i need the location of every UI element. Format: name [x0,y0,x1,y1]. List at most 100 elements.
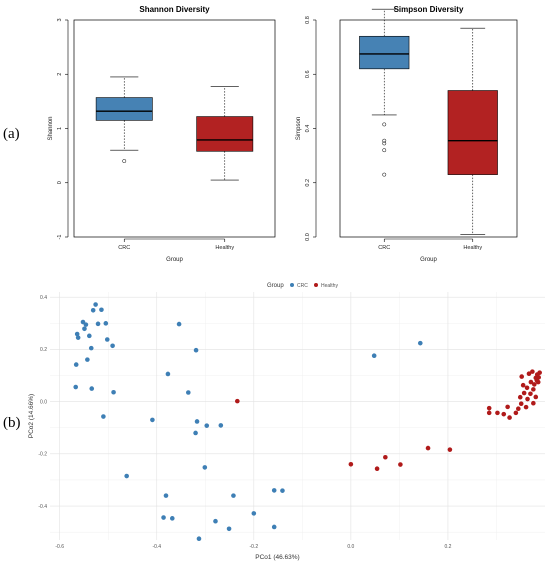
point-crc [196,536,202,541]
simpson-boxplot: Simpson Diversity 0.0 0.2 0.4 0.6 0.8 Simpson C… [296,5,518,263]
point-healthy [528,379,534,385]
point-crc [99,307,104,313]
point-crc [271,488,277,493]
point-crc [193,430,198,436]
x-tick-label: -0.2 [250,544,259,550]
y-tick-label: 0.0 [40,399,47,405]
legend-marker-healthy [314,283,318,287]
y-tick-label: -0.4 [38,504,47,510]
y-tick-label: 1 [57,127,63,130]
point-crc [169,516,175,521]
point-healthy [519,374,525,379]
x-axis-label: PCo1 (46.63%) [255,554,299,561]
legend: Group CRC Healthy [267,283,338,289]
point-healthy [501,411,507,417]
x-tick-label: -0.4 [152,544,161,550]
x-tick-label: CRC [378,245,390,251]
x-tick-label: 0.0 [347,544,354,550]
x-tick-label: -0.6 [55,544,64,550]
point-crc [124,473,129,479]
point-healthy [534,377,540,383]
point-healthy [495,410,500,416]
point-healthy [517,394,523,400]
point-crc [218,423,224,428]
box-crc [359,35,410,70]
outlier-point [382,148,387,153]
y-axis-label: Shannon [48,116,54,140]
point-crc [82,326,87,332]
x-axis-label: Group [166,257,183,263]
plot-background [50,292,545,540]
outlier-point [382,138,387,143]
point-crc [204,423,210,428]
panel-label-b: (b) [3,415,21,431]
legend-marker-crc [290,283,294,287]
box-healthy [196,116,254,152]
point-crc [85,357,90,362]
legend-title: Group [267,283,284,289]
point-crc [226,526,232,532]
point-crc [213,518,218,524]
point-crc [194,419,200,424]
pcoa-scatter: -0.6 -0.4 -0.2 0.0 0.2 -0.4 -0.2 0.0 0.2 0.4 PCo1 … [28,283,545,561]
point-healthy [532,382,537,387]
point-healthy [235,398,240,404]
y-axis-label: Simpson [296,117,302,140]
point-healthy [531,400,536,406]
point-healthy [516,406,521,411]
y-tick-label: 0.6 [305,70,311,78]
point-crc [193,347,199,353]
y-axis-label: PCo2 (14.66%) [28,394,35,438]
point-crc [73,362,79,367]
y-tick-label: -1 [57,235,63,240]
point-crc [280,488,285,493]
point-healthy [525,396,530,402]
point-healthy [518,401,524,407]
x-tick-label: Healthy [463,245,482,251]
point-healthy [425,445,431,451]
point-crc [87,333,92,339]
point-healthy [486,410,492,416]
outlier-point [382,141,387,146]
y-tick-label: 2 [57,73,63,76]
point-crc [150,417,155,423]
point-crc [417,340,423,346]
point-crc [88,345,94,351]
y-tick-label: 3 [57,18,63,21]
y-tick-label: 0.2 [305,179,311,187]
outlier-point [122,159,127,164]
point-healthy [528,391,533,397]
point-crc [186,390,191,395]
point-healthy [383,454,388,460]
y-tick-label: 0.2 [40,347,47,353]
legend-label-crc: CRC [297,283,308,289]
x-tick-label: 0.2 [444,544,451,550]
point-healthy [523,404,529,410]
y-tick-label: 0.4 [40,295,47,301]
point-healthy [524,385,530,391]
point-healthy [520,382,526,388]
plot-frame [339,19,518,238]
plot-frame [73,19,276,238]
point-crc [75,335,81,340]
point-crc [90,307,96,313]
point-healthy [531,387,536,392]
outlier-point [382,172,387,177]
point-crc [93,302,98,307]
y-tick-label: 0.4 [305,125,311,133]
point-crc [80,319,86,325]
chart-title: Simpson Diversity [394,5,464,14]
point-healthy [521,390,527,396]
point-crc [202,465,208,470]
x-axis-label: Group [420,257,437,263]
point-crc [101,414,106,419]
point-healthy [505,404,510,410]
y-tick-label: 0.0 [305,233,311,241]
point-crc [74,331,80,337]
point-healthy [447,447,453,452]
point-healthy [398,462,403,467]
point-crc [89,386,95,391]
panel-label-a: (a) [3,126,20,142]
y-tick-label: 0.8 [305,16,311,24]
